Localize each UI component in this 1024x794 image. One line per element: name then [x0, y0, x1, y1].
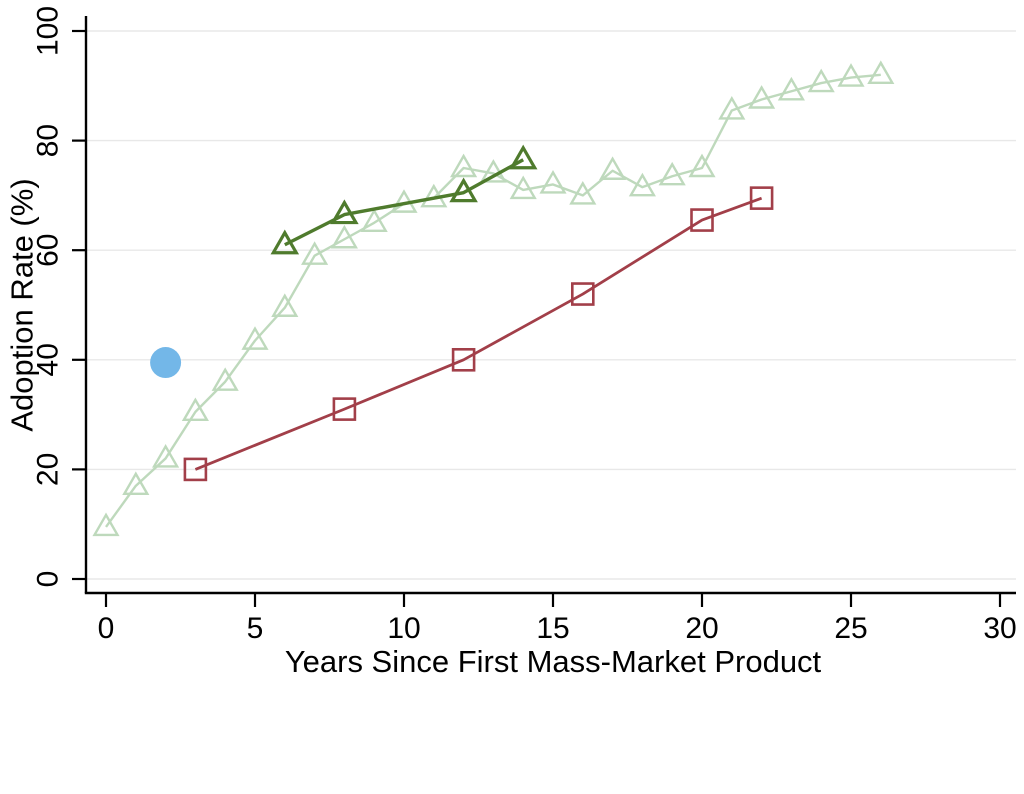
data-point [211, 367, 239, 391]
y-tick-label: 40 [32, 343, 65, 376]
y-tick-label: 100 [32, 6, 65, 56]
data-point [301, 241, 329, 265]
y-axis-ticks: 0 20 40 60 80 100 [32, 6, 86, 588]
series-computer [183, 186, 774, 482]
x-tick-label: 5 [247, 612, 264, 645]
data-point [508, 144, 538, 170]
x-axis-title: Years Since First Mass-Market Product [285, 644, 822, 679]
data-point [539, 170, 567, 194]
legend: AI (RPS: 2024) Computer (CPS: 1984-2003)… [0, 698, 1024, 794]
data-point [658, 161, 686, 186]
data-point [451, 347, 476, 372]
data-point [330, 224, 358, 249]
data-point [92, 512, 120, 537]
data-point [569, 180, 597, 205]
data-point [867, 60, 895, 85]
y-tick-label: 20 [32, 453, 65, 486]
data-point [360, 208, 388, 232]
data-point [241, 326, 269, 350]
series-internet-cps [270, 144, 538, 255]
data-point [628, 172, 656, 197]
series-line [284, 158, 525, 247]
axes [84, 16, 1016, 595]
x-axis-ticks: 0 5 10 15 20 25 30 [98, 593, 1017, 645]
data-point [270, 229, 300, 255]
data-point [450, 153, 478, 178]
data-point [748, 85, 776, 109]
adoption-chart-plot-area: 0 20 40 60 80 100 0 5 10 15 20 25 30 Years Since Firs… [5, 6, 1017, 679]
data-point [509, 175, 537, 200]
y-tick-label: 0 [32, 571, 65, 588]
y-tick-label: 60 [32, 234, 65, 267]
y-axis-title: Adoption Rate (%) [5, 178, 40, 431]
data-point [690, 208, 714, 232]
data-point [837, 63, 865, 87]
gridlines [87, 30, 1016, 580]
data-point [330, 199, 359, 225]
data-point [688, 153, 716, 178]
x-tick-label: 20 [685, 612, 718, 645]
x-tick-label: 25 [834, 612, 867, 645]
data-point [122, 471, 150, 496]
series-internet-itu [92, 60, 895, 537]
series-ai [150, 347, 182, 379]
data-point [718, 96, 746, 120]
data-point [449, 177, 478, 203]
data-point [150, 347, 182, 379]
x-tick-label: 30 [983, 612, 1016, 645]
data-point [152, 444, 180, 468]
y-tick-label: 80 [32, 124, 65, 157]
x-tick-label: 0 [98, 612, 115, 645]
data-point [570, 282, 595, 306]
data-point [183, 457, 208, 482]
data-point [271, 293, 299, 317]
data-point [599, 156, 627, 180]
x-tick-label: 10 [387, 612, 420, 645]
data-point [807, 68, 835, 93]
data-point [777, 76, 805, 101]
x-tick-label: 15 [536, 612, 569, 645]
data-point [749, 186, 774, 210]
data-point [181, 397, 209, 422]
data-point [332, 397, 357, 421]
